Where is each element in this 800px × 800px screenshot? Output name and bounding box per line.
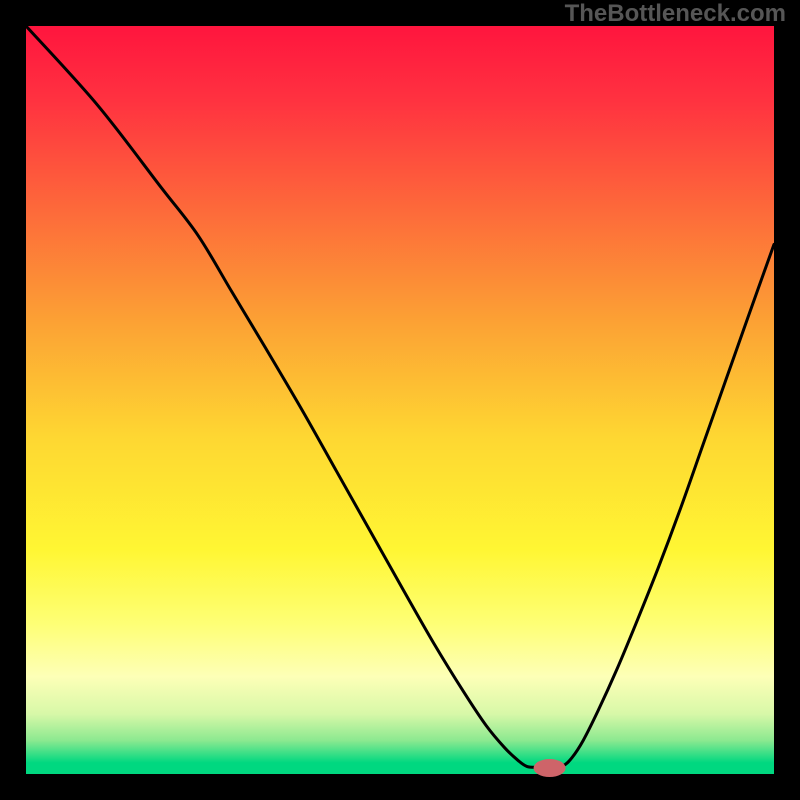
- chart-container: TheBottleneck.com: [0, 0, 800, 800]
- optimal-marker: [534, 759, 566, 777]
- chart-svg: [0, 0, 800, 800]
- plot-background: [26, 26, 774, 774]
- watermark-text: TheBottleneck.com: [565, 0, 786, 28]
